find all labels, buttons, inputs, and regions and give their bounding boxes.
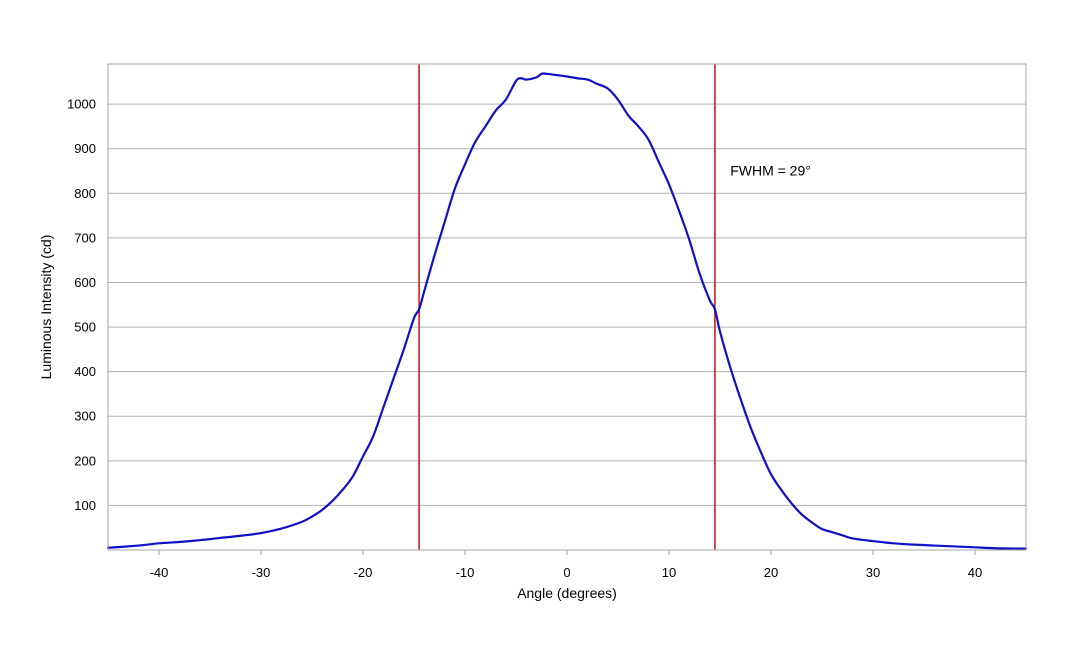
x-tick-label: 20 — [764, 565, 778, 580]
series-layer — [106, 72, 1028, 550]
y-tick-label: 100 — [74, 498, 96, 513]
x-tick-label: -10 — [456, 565, 475, 580]
annotations: FWHM = 29° — [730, 162, 811, 178]
x-tick-labels: -40 -30 -20 -10 0 10 20 30 40 — [150, 550, 982, 580]
x-tick-label: 0 — [563, 565, 570, 580]
x-tick-label: 30 — [866, 565, 880, 580]
x-tick-label: -30 — [252, 565, 271, 580]
x-tick-label: -20 — [354, 565, 373, 580]
y-tick-label: 700 — [74, 230, 96, 245]
y-tick-label: 800 — [74, 186, 96, 201]
x-tick-label: -40 — [150, 565, 169, 580]
fwhm-annotation: FWHM = 29° — [730, 162, 811, 178]
y-tick-label: 300 — [74, 409, 96, 424]
x-tick-label: 40 — [968, 565, 982, 580]
gridlines — [108, 103, 1026, 506]
x-axis-title: Angle (degrees) — [517, 585, 617, 601]
y-tick-label: 900 — [74, 141, 96, 156]
y-tick-labels: 100 200 300 400 500 600 700 800 900 1000 — [67, 97, 96, 513]
y-tick-label: 200 — [74, 453, 96, 468]
y-tick-label: 1000 — [67, 97, 96, 112]
y-tick-label: 400 — [74, 364, 96, 379]
y-tick-label: 600 — [74, 275, 96, 290]
y-axis-title: Luminous Intensity (cd) — [38, 235, 54, 380]
intensity-series-line — [106, 72, 1028, 550]
y-tick-label: 500 — [74, 320, 96, 335]
x-tick-label: 10 — [662, 565, 676, 580]
